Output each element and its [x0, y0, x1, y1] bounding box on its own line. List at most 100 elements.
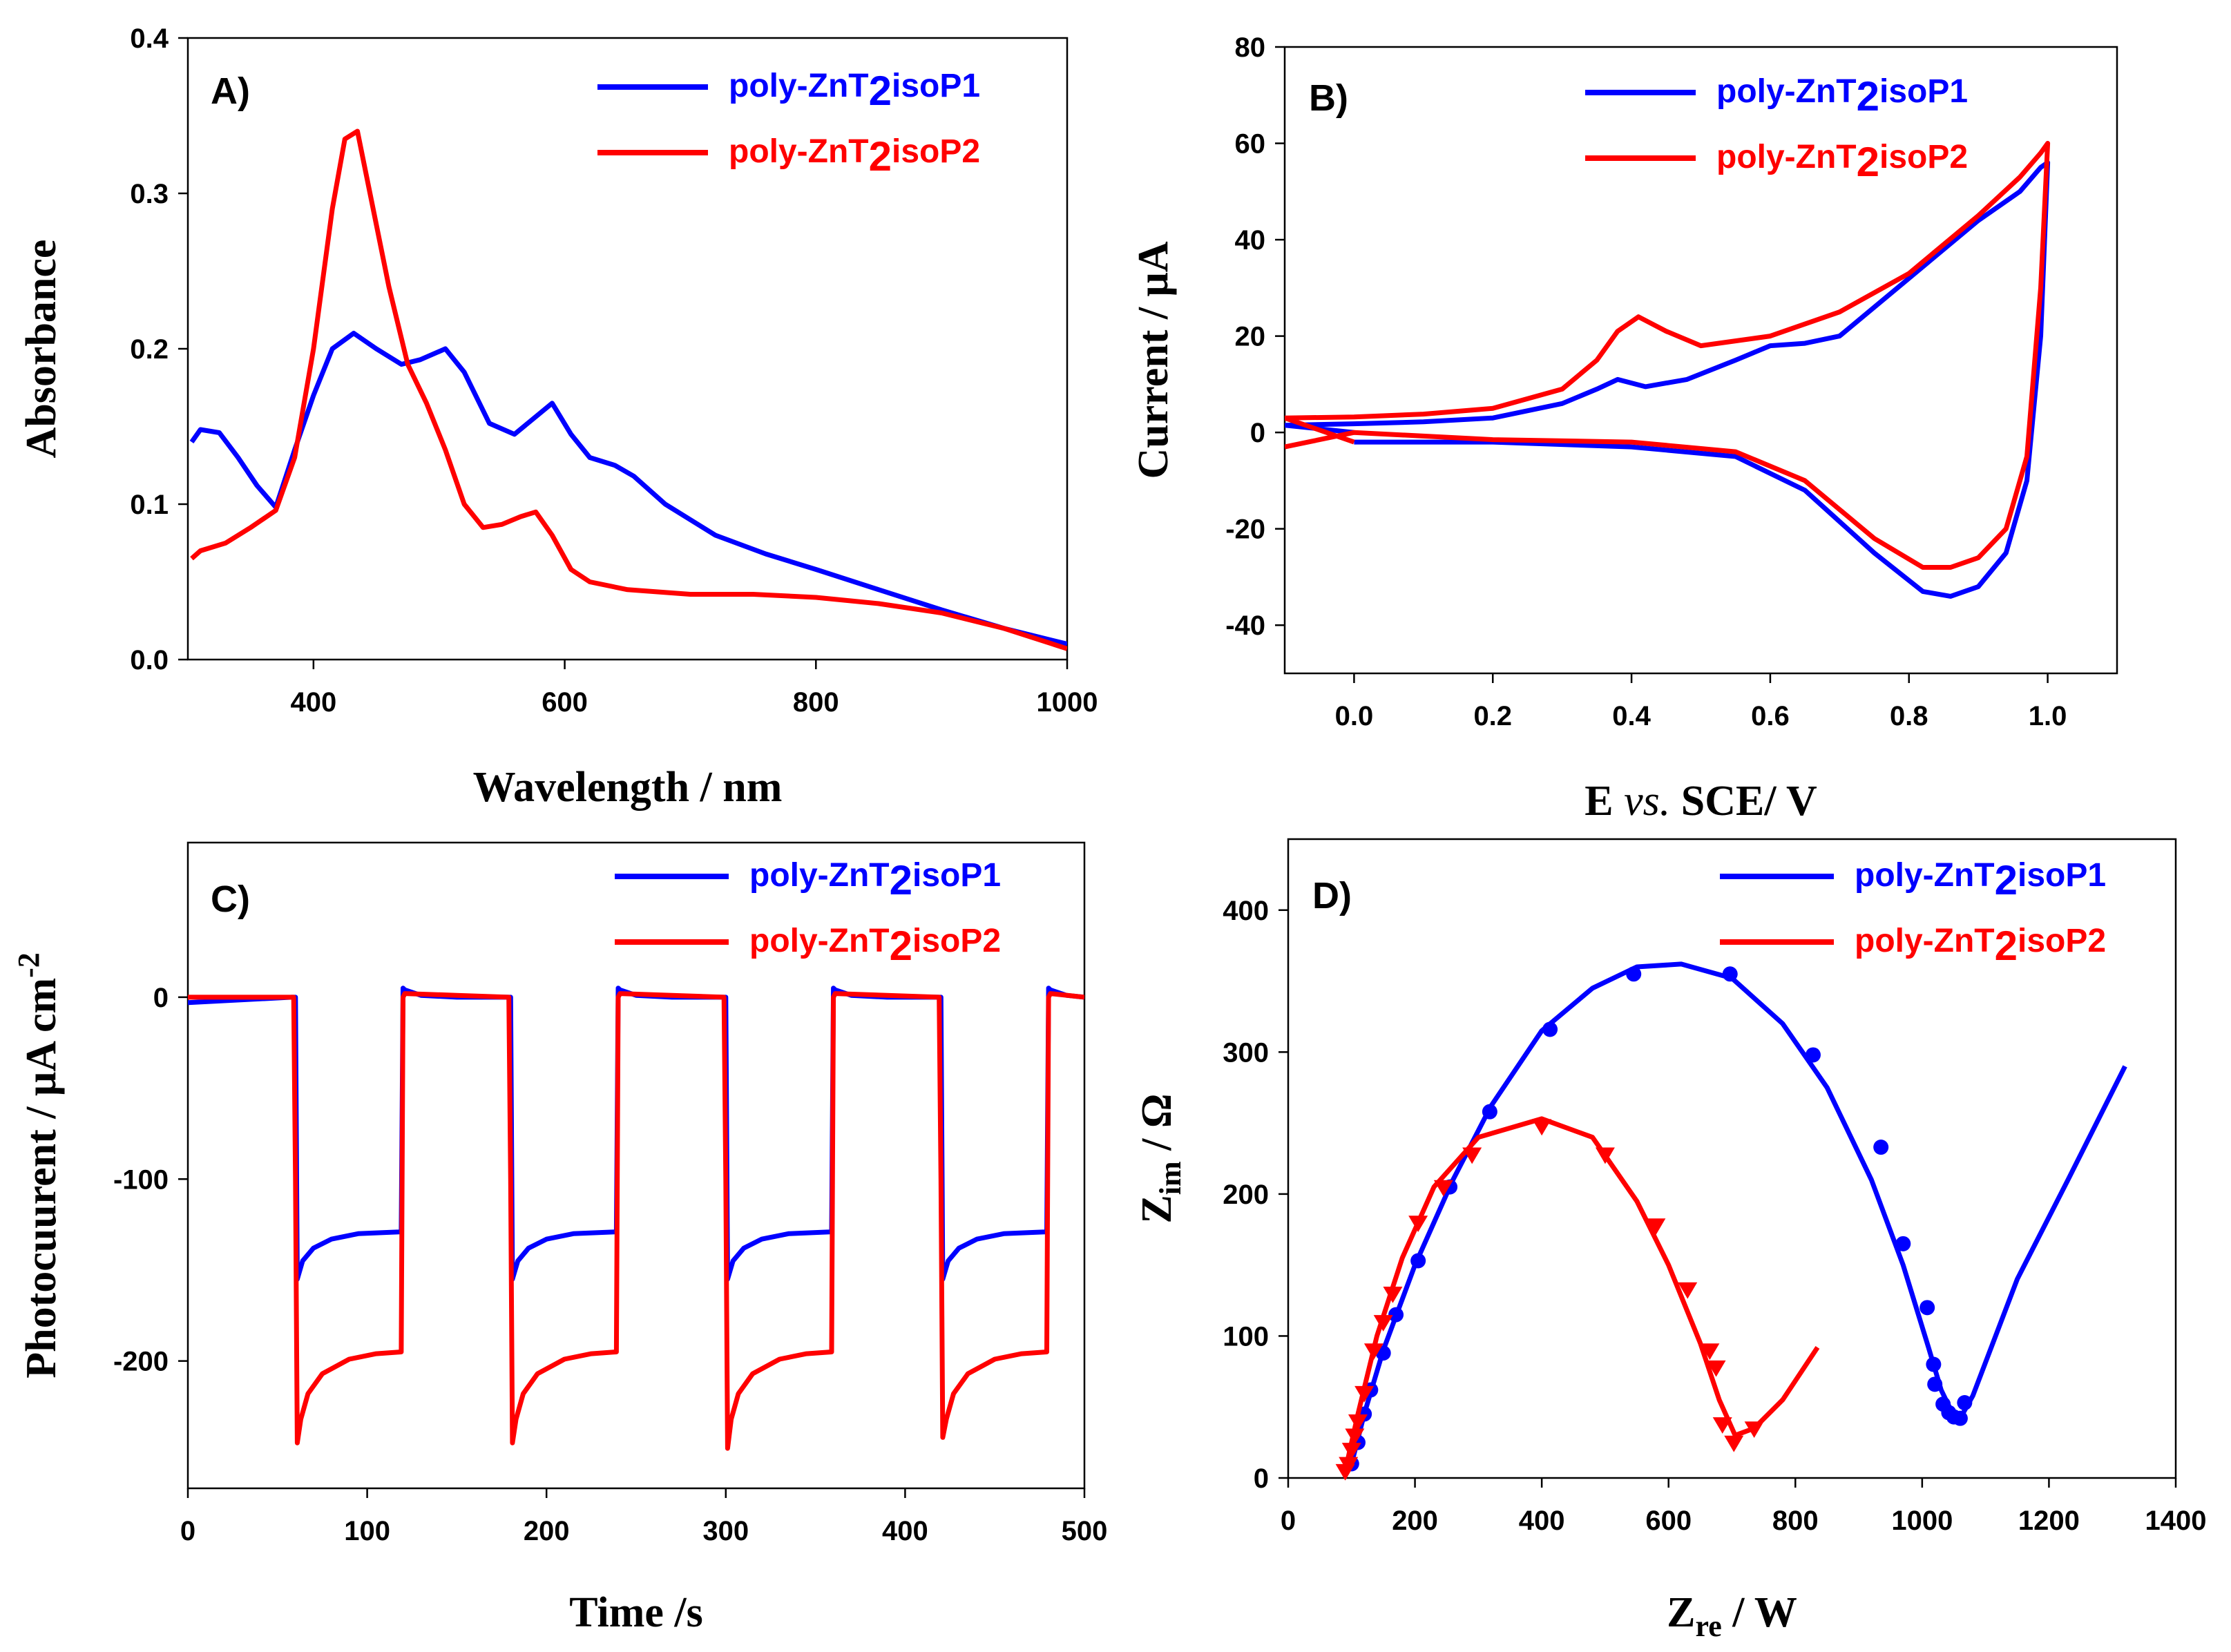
y-axis-label-part: Z [1133, 1195, 1180, 1223]
series-line-1 [1349, 961, 2127, 1465]
x-axis-label-italic: vs. [1624, 778, 1670, 825]
legend-label-subscript: 2 [869, 133, 892, 180]
x-tick-label: 0.2 [1473, 701, 1512, 731]
y-axis-label-part: Photocuurent / μA cm [18, 978, 65, 1379]
legend-label-part: isoP2 [912, 923, 1001, 959]
y-axis-label: Absorbance [18, 240, 65, 459]
x-tick-label: 1.0 [2029, 701, 2067, 731]
x-tick-label: 0.8 [1890, 701, 1928, 731]
x-tick-label: 1200 [2018, 1506, 2080, 1536]
legend-label-part: isoP1 [1879, 73, 1968, 110]
x-tick-label: 1000 [1891, 1506, 1953, 1536]
series-line-2 [1285, 141, 2051, 570]
y-tick-label: -40 [1225, 611, 1265, 641]
panel-label: D) [1312, 875, 1352, 916]
plot-frame [1287, 838, 2177, 1479]
panel-label: C) [211, 878, 250, 920]
legend-label-subscript: 2 [869, 68, 892, 114]
y-tick-label: -20 [1225, 515, 1265, 545]
data-point-triangle [1462, 1147, 1482, 1164]
y-tick-label: 80 [1235, 32, 1266, 63]
x-tick-label: 400 [1519, 1506, 1565, 1536]
y-tick-label: 100 [1223, 1321, 1269, 1352]
y-tick-label: 400 [1223, 896, 1269, 926]
series-line-1 [1285, 160, 2051, 599]
data-point-triangle [1383, 1286, 1403, 1303]
panel-a-absorbance-chart: 400 600 800 1000 0.0 0.1 0.2 0.3 0.4 A) poly-ZnT2i… [18, 23, 1098, 811]
data-point-triangle [1706, 1360, 1726, 1377]
x-tick-label: 0.6 [1751, 701, 1790, 731]
series-line-2 [1343, 1116, 1820, 1472]
panel-label: A) [211, 70, 250, 112]
plot-frame [186, 841, 1086, 1490]
legend-label-2: poly-ZnT2isoP2 [729, 133, 980, 180]
legend-label-part: isoP1 [912, 857, 1001, 894]
y-tick-label: 20 [1235, 322, 1266, 352]
data-point-circle [1410, 1253, 1426, 1269]
x-tick-label: 0 [1281, 1506, 1296, 1536]
y-axis-label: Zim / Ω [1133, 1093, 1187, 1223]
legend-label-part: poly-ZnT [749, 923, 890, 959]
legend-label-subscript: 2 [1995, 857, 2018, 903]
y-tick-label: 0.1 [130, 490, 169, 520]
data-point-circle [1952, 1410, 1968, 1426]
x-axis-label-part: / W [1722, 1589, 1797, 1636]
x-tick-label: 0.4 [1612, 701, 1651, 731]
data-point-circle [1722, 966, 1738, 982]
series-line-2 [188, 991, 1084, 1451]
x-tick-label: 600 [542, 687, 588, 718]
x-axis-label: E vs. SCE/ V [1584, 778, 1817, 825]
data-point-triangle [1354, 1385, 1375, 1403]
legend-label-part: poly-ZnT [1855, 857, 1995, 894]
x-tick-label: 400 [882, 1516, 928, 1546]
legend-label-part: isoP2 [892, 133, 980, 170]
y-axis-label: Photocuurent / μA cm-2 [12, 952, 65, 1379]
data-point-circle [1926, 1356, 1942, 1372]
data-point-triangle [1339, 1457, 1359, 1474]
plot-frame [1283, 46, 2118, 675]
data-point-triangle [1373, 1315, 1393, 1332]
y-tick-label: 300 [1223, 1037, 1269, 1068]
y-tick-label: 0.3 [130, 179, 169, 209]
legend-label-1: poly-ZnT2isoP1 [1855, 857, 2106, 903]
legend-label-1: poly-ZnT2isoP1 [729, 68, 980, 114]
x-tick-label: 0 [180, 1516, 195, 1546]
legend-label-subscript: 2 [1857, 73, 1879, 119]
legend-label-part: isoP1 [2018, 857, 2106, 894]
data-point-circle [1873, 1140, 1889, 1155]
legend-label-subscript: 2 [890, 857, 912, 903]
x-tick-label: 800 [793, 687, 839, 718]
data-point-triangle [1724, 1435, 1744, 1452]
x-tick-label: 1000 [1037, 687, 1098, 718]
legend-label-part: poly-ZnT [1855, 923, 1995, 959]
data-point-circle [1626, 966, 1642, 982]
legend-label-part: poly-ZnT [729, 133, 869, 170]
series-line-1 [189, 331, 1067, 646]
panel-d-impedance-chart: 0 200 400 600 800 1000 1200 1400 0 100 200 300 400 D)… [1133, 838, 2206, 1643]
x-axis-label-part: E [1584, 778, 1624, 825]
data-point-circle [1957, 1395, 1973, 1411]
data-point-triangle [1345, 1428, 1365, 1446]
x-tick-label: 600 [1645, 1506, 1692, 1536]
legend-label-part: poly-ZnT [1716, 73, 1857, 110]
data-point-triangle [1678, 1282, 1698, 1299]
legend-label-1: poly-ZnT2isoP1 [749, 857, 1001, 903]
legend-label-1: poly-ZnT2isoP1 [1716, 73, 1968, 119]
data-point-circle [1927, 1376, 1943, 1392]
y-axis-label: Current / μA [1130, 241, 1177, 479]
legend-label-2: poly-ZnT2isoP2 [749, 923, 1001, 969]
y-tick-label: 0.0 [130, 645, 169, 675]
data-point-triangle [1646, 1218, 1666, 1236]
x-tick-label: 200 [1392, 1506, 1438, 1536]
data-point-triangle [1341, 1443, 1361, 1459]
y-tick-label: -100 [113, 1164, 169, 1195]
x-tick-label: 100 [344, 1516, 390, 1546]
series-line-2 [190, 128, 1067, 651]
data-point-triangle [1712, 1417, 1732, 1434]
y-tick-label: 0.2 [130, 334, 169, 365]
data-point-triangle [1532, 1119, 1552, 1136]
data-point-triangle [1348, 1414, 1368, 1431]
y-axis-label-part: / Ω [1133, 1093, 1180, 1161]
legend-label-subscript: 2 [1857, 139, 1879, 185]
y-tick-label: 0 [153, 983, 169, 1013]
